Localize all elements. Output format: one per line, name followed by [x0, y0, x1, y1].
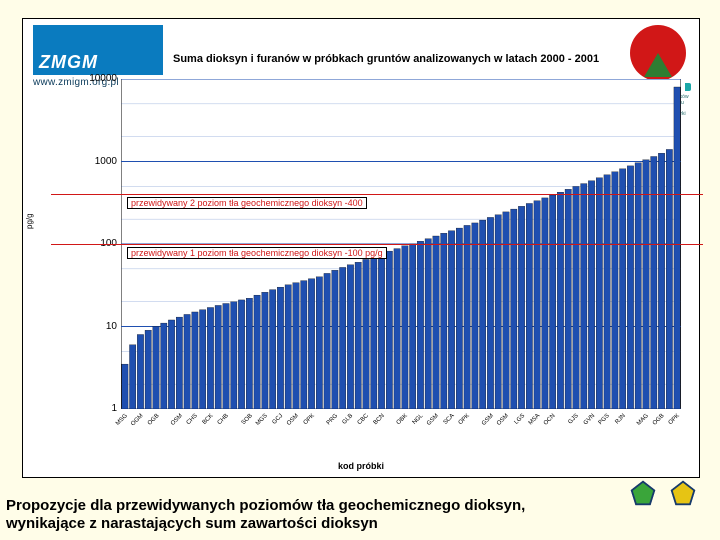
caption-line2: wynikające z narastających sum zawartośc… — [6, 515, 378, 532]
x-tick: PGS — [598, 413, 611, 426]
x-tick: GCJ — [272, 413, 285, 426]
logo-zmgm-text: ZMGM — [39, 52, 98, 73]
x-axis-label: kod próbki — [23, 461, 699, 471]
x-tick: BCN — [373, 413, 386, 426]
x-tick: MSA — [528, 413, 541, 426]
threshold-label: przewidywany 2 poziom tła geochemicznego… — [127, 197, 367, 209]
caption-line1: Propozycje dla przewidywanych poziomów t… — [6, 497, 525, 514]
y-tick: 1 — [77, 403, 117, 414]
x-tick: NGL — [412, 413, 425, 426]
x-tick: GVN — [582, 413, 595, 426]
leaf-icon — [644, 53, 672, 77]
x-tick: GSM — [481, 413, 495, 427]
x-tick: OCN — [543, 413, 557, 427]
x-tick: SOB — [240, 413, 253, 426]
x-tick: OSM — [170, 413, 184, 427]
x-tick: OGM — [130, 413, 144, 427]
y-tick: 1000 — [77, 156, 117, 167]
x-tick: OPK — [458, 413, 471, 426]
x-tick: MGS — [255, 413, 269, 427]
x-tick: GSM — [426, 413, 440, 427]
chart-panel: ZMGM www.zmigm.org.pl Dofinansowano ze ś… — [22, 18, 700, 478]
x-tick: GLB — [342, 413, 355, 426]
x-tick: SCA — [443, 413, 456, 426]
threshold-line — [51, 194, 703, 195]
x-tick: PRG — [326, 413, 339, 426]
x-tick: GJS — [568, 413, 580, 425]
y-axis-label: pg/g — [25, 213, 34, 229]
x-tick: OSM — [496, 413, 510, 427]
y-tick: 10000 — [77, 73, 117, 84]
x-tick: RJN — [614, 413, 626, 425]
pentagon-icons — [624, 480, 712, 534]
x-tick: OGB — [652, 413, 666, 427]
x-tick-labels: MSGOGMOGBOSMCHSBCKCHBSOBMGSGCJOSMOPKPRGG… — [121, 411, 681, 457]
slide: ZMGM www.zmigm.org.pl Dofinansowano ze ś… — [0, 0, 720, 540]
x-tick: MSG — [115, 413, 129, 427]
threshold-line — [51, 244, 703, 245]
x-tick: BCK — [202, 413, 215, 426]
x-tick: CHS — [186, 413, 199, 426]
x-tick: CHB — [217, 413, 230, 426]
slide-caption: Propozycje dla przewidywanych poziomów t… — [6, 497, 606, 535]
x-tick: LGS — [513, 413, 526, 426]
x-tick: CBC — [357, 413, 370, 426]
x-tick: OSM — [286, 413, 300, 427]
x-tick: OBK — [396, 413, 409, 426]
x-tick: MAG — [636, 413, 650, 427]
x-tick: OPK — [303, 413, 316, 426]
x-tick: OGB — [147, 413, 161, 427]
x-tick: OPK — [668, 413, 681, 426]
threshold-label: przewidywany 1 poziom tła geochemicznego… — [127, 247, 387, 259]
chart-title: Suma dioksyn i furanów w próbkach gruntó… — [173, 53, 599, 65]
y-tick: 10 — [77, 321, 117, 332]
